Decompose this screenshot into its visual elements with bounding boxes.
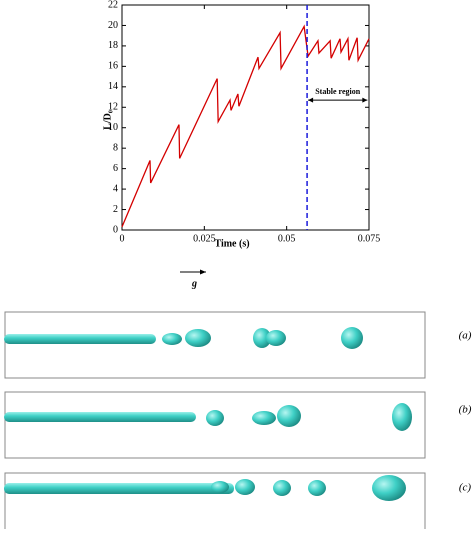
- y-tick-label: 8: [113, 142, 118, 153]
- jet: [4, 483, 234, 494]
- y-tick-label: 6: [113, 163, 118, 174]
- x-axis-label: Time (s): [214, 238, 249, 249]
- x-tick-label: 0.075: [358, 233, 381, 244]
- plot-frame: [121, 4, 370, 231]
- x-tick-label: 0: [120, 233, 125, 244]
- droplet: [253, 328, 271, 348]
- y-tick-label: 10: [108, 122, 118, 133]
- y-tick-label: 0: [113, 224, 118, 235]
- droplet: [266, 330, 286, 346]
- droplet: [392, 403, 412, 431]
- annotation-text: Stable region: [315, 87, 361, 96]
- jet: [4, 334, 156, 344]
- jet: [4, 412, 196, 422]
- droplet: [273, 480, 291, 496]
- x-tick-label: 0.05: [278, 233, 296, 244]
- gravity-label: g: [191, 278, 197, 289]
- y-tick-label: 16: [108, 61, 118, 72]
- droplet: [252, 411, 276, 425]
- y-tick-label: 20: [108, 20, 118, 31]
- y-tick-label: 18: [108, 40, 118, 51]
- arrow-head: [308, 97, 314, 103]
- y-tick-label: 2: [113, 204, 118, 215]
- y-tick-label: 22: [108, 0, 118, 10]
- gravity-arrow-head: [200, 269, 206, 275]
- panel-label: (a): [459, 330, 472, 342]
- data-line: [121, 24, 370, 228]
- y-tick-label: 14: [108, 81, 118, 92]
- droplet: [308, 480, 326, 496]
- bulge: [162, 333, 182, 345]
- panel-label: (b): [459, 404, 472, 416]
- droplet: [372, 475, 406, 501]
- bulge: [235, 479, 255, 495]
- panel-frame: [4, 472, 426, 534]
- droplet: [341, 327, 363, 349]
- x-tick-label: 0.025: [193, 233, 216, 244]
- panel-frame: [4, 311, 426, 379]
- y-axis-label: L/D₀: [102, 110, 113, 130]
- bulge: [185, 329, 211, 347]
- panel-a: [4, 311, 426, 379]
- y-tick-label: 12: [108, 102, 118, 113]
- panel-label: (c): [459, 482, 472, 494]
- droplet: [277, 405, 301, 427]
- bulge: [211, 481, 229, 493]
- y-tick-label: 4: [113, 183, 118, 194]
- droplet: [206, 410, 224, 426]
- panel-c: [4, 472, 426, 534]
- panel-b: [4, 391, 426, 459]
- arrow-head: [362, 97, 368, 103]
